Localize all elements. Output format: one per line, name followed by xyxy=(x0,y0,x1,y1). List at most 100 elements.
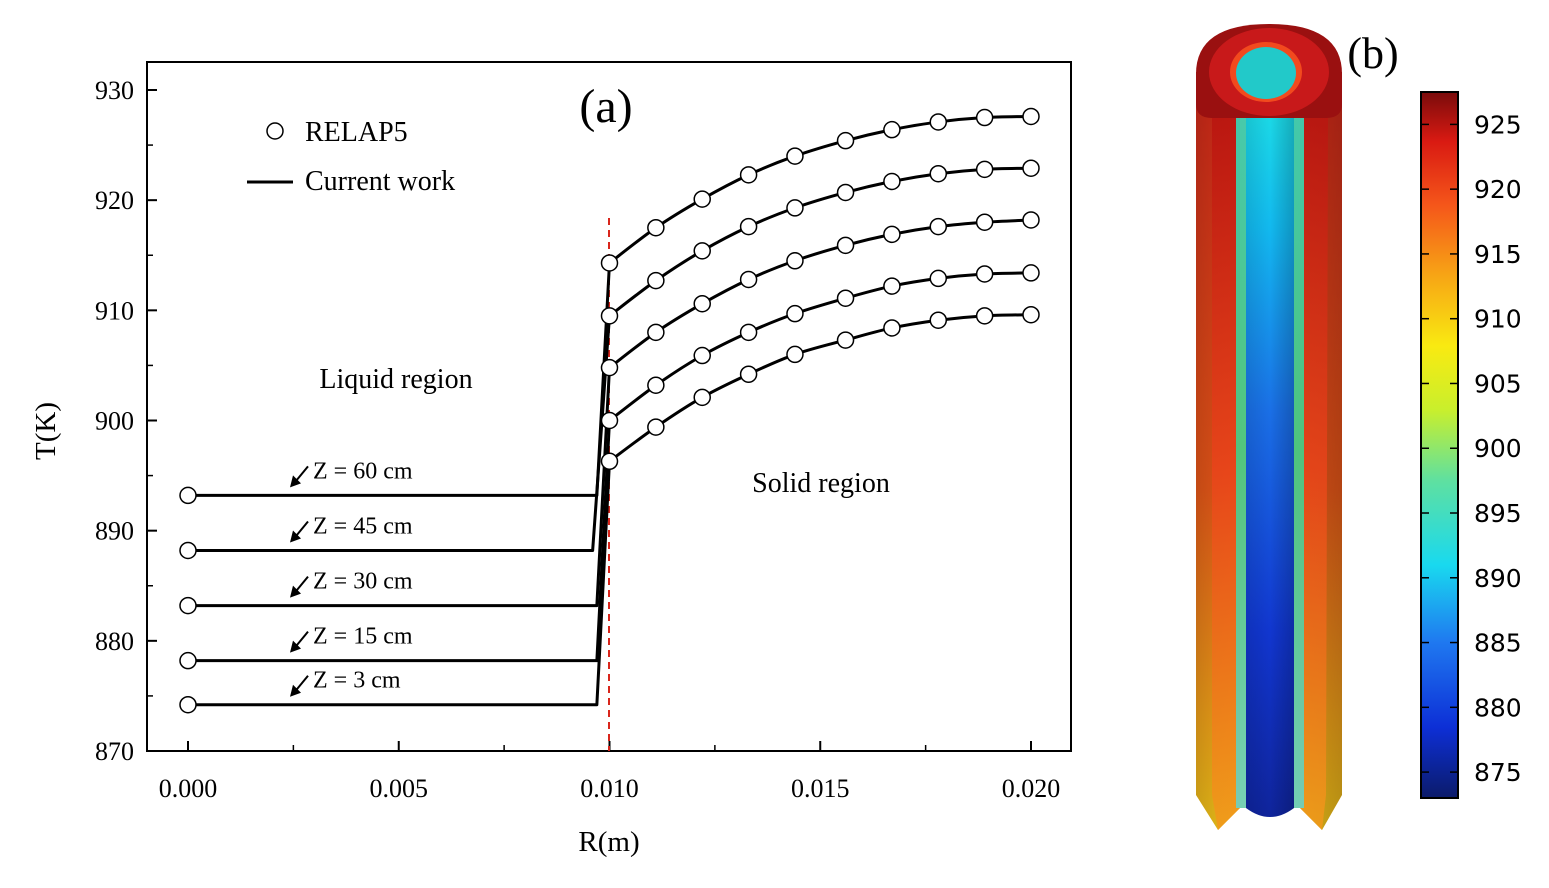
relap5-marker xyxy=(693,242,711,260)
colorbar-tick-label: 915 xyxy=(1474,240,1522,269)
relap5-marker xyxy=(836,183,855,202)
legend-relap5-marker xyxy=(266,122,284,140)
x-tick-labels: 0.000 0.005 0.010 0.015 0.020 xyxy=(159,774,1061,803)
colorbar-tick-label: 920 xyxy=(1474,175,1522,204)
relap5-marker xyxy=(836,331,855,349)
relap5-marker xyxy=(647,376,665,394)
colorbar-tick-label: 875 xyxy=(1474,758,1522,787)
relap5-marker xyxy=(647,418,665,436)
legend-relap5-label: RELAP5 xyxy=(305,117,408,148)
relap5-marker xyxy=(693,346,711,365)
liquid-region-label: Liquid region xyxy=(319,364,472,395)
current-work-curves xyxy=(188,114,1032,707)
relap5-marker xyxy=(179,541,197,560)
relap5-marker xyxy=(1022,305,1040,324)
z-label: Z = 15 cm xyxy=(313,624,413,650)
y-axis-label: T(K) xyxy=(30,402,62,460)
y-tick-label: 910 xyxy=(95,296,134,325)
relap5-marker xyxy=(786,252,804,270)
relap5-marker xyxy=(739,365,758,383)
z-labels: Z = 60 cm Z = 45 cm Z = 30 cm Z = 15 cm Z = … xyxy=(290,458,413,697)
x-tick-label: 0.020 xyxy=(1002,774,1061,803)
relap5-marker xyxy=(600,358,619,377)
relap5-marker xyxy=(600,307,619,325)
colorbar-tick-label: 905 xyxy=(1474,369,1522,398)
relap5-marker xyxy=(1022,159,1040,177)
y-tick-label: 900 xyxy=(95,407,134,436)
relap5-marker xyxy=(929,217,948,236)
current-work-line xyxy=(188,271,1032,663)
relap5-marker xyxy=(1022,264,1040,282)
y-tick-labels: 870 880 890 900 910 920 930 xyxy=(95,76,134,766)
z-label: Z = 60 cm xyxy=(313,458,413,484)
relap5-marker xyxy=(836,289,855,307)
relap5-marker xyxy=(739,270,758,289)
relap5-marker xyxy=(786,345,804,364)
solid-region-label: Solid region xyxy=(752,468,890,499)
relap5-marker xyxy=(600,452,619,471)
relap5-marker xyxy=(693,294,711,313)
current-work-line xyxy=(188,114,1032,497)
relap5-marker xyxy=(600,411,619,430)
panel-label-b: (b) xyxy=(1347,29,1398,78)
relap5-marker xyxy=(929,269,948,288)
z-label-arrowhead xyxy=(290,475,301,488)
relap5-marker xyxy=(929,113,948,131)
relap5-marker xyxy=(929,311,948,329)
z-label-arrowhead xyxy=(290,585,301,598)
z-label-arrowhead xyxy=(290,530,301,543)
y-tick-label: 870 xyxy=(95,737,134,766)
colorbar-tick-label: 910 xyxy=(1474,305,1522,334)
y-tick-label: 890 xyxy=(95,517,134,546)
relap5-marker xyxy=(1022,211,1040,229)
relap5-marker xyxy=(739,323,758,342)
x-tick-label: 0.015 xyxy=(791,774,850,803)
relap5-marker xyxy=(883,172,901,191)
z-label-arrowhead xyxy=(290,640,301,653)
relap5-marker xyxy=(883,120,901,139)
axis-ticks xyxy=(147,89,1032,752)
relap5-marker xyxy=(179,695,197,714)
relap5-marker xyxy=(1022,107,1040,126)
relap5-marker xyxy=(647,271,665,290)
relap5-marker xyxy=(836,131,855,150)
relap5-marker xyxy=(693,388,711,407)
relap5-marker xyxy=(647,323,665,342)
relap5-marker xyxy=(179,486,197,505)
relap5-marker xyxy=(739,166,758,184)
colorbar-tick-label: 925 xyxy=(1474,110,1522,139)
z-label: Z = 45 cm xyxy=(313,513,413,539)
relap5-marker xyxy=(179,596,197,615)
colorbar-ticks: 875 880 885 890 895 900 905 910 915 920 925 xyxy=(1421,110,1522,787)
colorbar-tick-label: 895 xyxy=(1474,499,1522,528)
colorbar-tick-label: 890 xyxy=(1474,564,1522,593)
z-label: Z = 30 cm xyxy=(313,569,413,595)
rod-3d-render xyxy=(1196,24,1342,830)
rod-top-core-face xyxy=(1236,47,1296,99)
z-label: Z = 3 cm xyxy=(313,668,401,694)
relap5-marker xyxy=(179,651,197,670)
current-work-line xyxy=(188,313,1032,707)
relap5-markers xyxy=(179,107,1040,714)
z-label-arrowhead xyxy=(290,684,301,697)
plot-frame xyxy=(146,61,1072,752)
panel-b: (b) 875 880 885 890 895 900 905 910 915 920 925 xyxy=(1196,24,1522,830)
relap5-marker xyxy=(883,277,901,295)
relap5-marker xyxy=(600,254,619,272)
relap5-marker xyxy=(739,217,758,236)
colorbar-gradient xyxy=(1420,91,1459,799)
rod-cut-face-left xyxy=(1212,110,1240,830)
relap5-marker xyxy=(786,304,804,323)
relap5-marker xyxy=(975,213,994,231)
panel-label-a: (a) xyxy=(579,80,632,133)
rod-core-shading xyxy=(1246,80,1294,817)
relap5-marker xyxy=(975,108,994,127)
rod-inner-wall-left xyxy=(1236,96,1248,808)
colorbar-tick-label: 885 xyxy=(1474,629,1522,658)
y-tick-label: 920 xyxy=(95,186,134,215)
y-tick-label: 880 xyxy=(95,627,134,656)
rod-inner-wall-right xyxy=(1292,96,1304,808)
x-axis-label: R(m) xyxy=(578,826,639,858)
relap5-marker xyxy=(883,225,901,244)
